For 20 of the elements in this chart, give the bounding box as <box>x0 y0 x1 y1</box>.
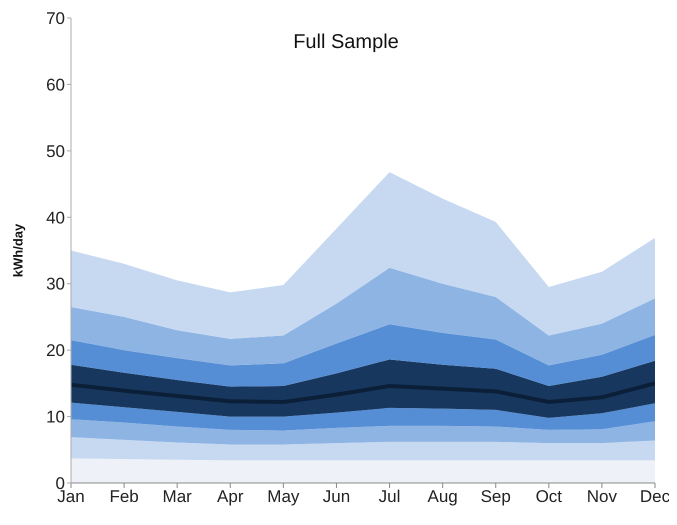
y-tick-label: 60 <box>46 75 65 94</box>
line-series <box>71 381 655 404</box>
y-tick-label: 10 <box>46 408 65 427</box>
x-tick-label: Sep <box>480 487 511 506</box>
y-tick-label: 30 <box>46 274 65 294</box>
x-tick-label: Jun <box>322 487 350 506</box>
y-tick-label: 70 <box>46 9 65 28</box>
x-tick-label: Mar <box>162 487 192 506</box>
text: Full Sample <box>293 31 399 53</box>
y-tick-label: 20 <box>46 341 65 360</box>
x-tick-label: Apr <box>217 487 244 506</box>
x-tick-label: Jul <box>378 487 400 506</box>
y-axis-title: kWh/day <box>10 223 26 278</box>
x-tick-label: Oct <box>536 487 562 506</box>
x-tick-label: May <box>267 487 300 506</box>
y-tick-label: 40 <box>46 208 65 228</box>
x-tick-label: Nov <box>586 487 618 506</box>
x-tick-label: Feb <box>109 487 139 506</box>
x-tick-label: Aug <box>428 487 458 506</box>
y-tick-label: 50 <box>46 142 65 161</box>
